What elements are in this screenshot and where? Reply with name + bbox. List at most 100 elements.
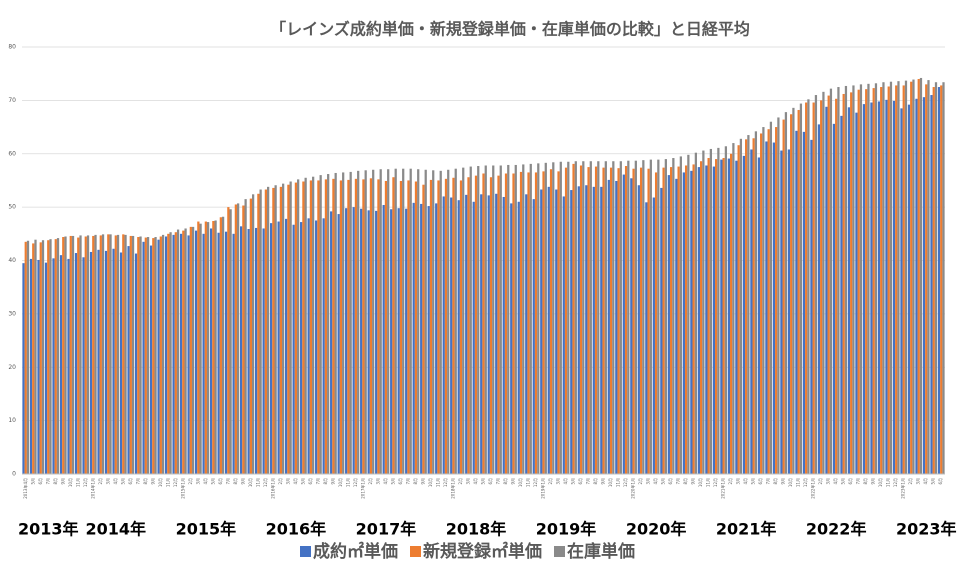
bar xyxy=(327,174,330,474)
bar xyxy=(499,165,502,474)
bar xyxy=(782,119,785,474)
bar xyxy=(357,170,360,474)
bar xyxy=(682,172,685,474)
x-tick-label: 6月 xyxy=(578,478,583,485)
x-tick-label: 6月 xyxy=(758,478,763,485)
x-tick-label: 7月 xyxy=(766,478,771,485)
x-tick-label: 9月 xyxy=(511,478,516,485)
bar xyxy=(687,154,690,474)
x-tick-label: 5月 xyxy=(841,478,846,485)
bar xyxy=(647,168,650,474)
bar xyxy=(169,232,172,474)
bar xyxy=(330,211,333,474)
bar xyxy=(852,85,855,475)
bar xyxy=(697,167,700,474)
year-label: 2015年 xyxy=(176,520,237,539)
bar xyxy=(354,178,358,474)
bar xyxy=(172,234,175,474)
bar xyxy=(514,164,517,475)
bar xyxy=(705,165,708,474)
bar xyxy=(915,98,918,475)
legend-swatch xyxy=(410,546,421,557)
bar xyxy=(537,163,540,475)
bar xyxy=(799,103,803,474)
x-tick-label: 11月 xyxy=(255,478,260,487)
bar xyxy=(139,236,142,474)
bar xyxy=(292,224,295,474)
year-label: 2022年 xyxy=(806,520,867,539)
bar xyxy=(495,193,498,474)
bar xyxy=(312,176,315,475)
legend-swatch xyxy=(554,546,565,557)
bar xyxy=(342,172,345,474)
x-tick-label: 8月 xyxy=(683,478,688,485)
bar xyxy=(32,243,35,474)
x-tick-label: 11月 xyxy=(706,478,711,487)
bar xyxy=(187,235,190,474)
bar xyxy=(850,92,853,475)
bar xyxy=(67,258,70,474)
x-tick-label: 7月 xyxy=(856,478,861,485)
bar xyxy=(437,180,440,474)
bar xyxy=(247,229,250,474)
bar xyxy=(62,237,65,474)
x-tick-label: 7月 xyxy=(45,478,50,485)
bar xyxy=(487,195,490,474)
bar xyxy=(747,135,750,474)
bar xyxy=(549,169,553,474)
bar xyxy=(59,255,63,474)
bar xyxy=(319,175,322,474)
bar xyxy=(567,161,570,474)
bar xyxy=(352,207,355,474)
bar xyxy=(34,239,37,474)
x-tick-label: 9月 xyxy=(691,478,696,485)
bar xyxy=(131,235,135,474)
bar xyxy=(802,131,806,474)
bar xyxy=(259,189,262,475)
y-tick-label: 70 xyxy=(8,97,16,104)
y-tick-label: 60 xyxy=(8,150,16,157)
x-tick-label: 3月 xyxy=(105,478,110,485)
bar xyxy=(417,169,420,474)
x-tick-label: 9月 xyxy=(330,478,335,485)
x-tick-label: 3月 xyxy=(646,478,651,485)
x-tick-label: 2月 xyxy=(728,478,733,485)
x-tick-label: 8月 xyxy=(323,478,328,485)
x-tick-label: 9月 xyxy=(420,478,425,485)
bar xyxy=(637,185,640,474)
bar xyxy=(274,185,277,474)
x-tick-label: 2月 xyxy=(368,478,373,485)
bar xyxy=(285,218,288,474)
bar xyxy=(895,85,898,475)
legend-label: 成約㎡単価 xyxy=(313,541,398,562)
bar xyxy=(307,218,310,474)
bar xyxy=(309,180,313,474)
x-tick-label: 9月 xyxy=(871,478,876,485)
bar xyxy=(142,241,145,474)
bar xyxy=(940,85,943,475)
bar xyxy=(249,198,252,474)
bar xyxy=(517,201,520,474)
x-tick-label: 2月 xyxy=(818,478,823,485)
bar xyxy=(615,180,618,474)
bar xyxy=(844,85,848,475)
bar xyxy=(522,164,525,475)
bar xyxy=(89,251,93,474)
bar xyxy=(472,201,475,474)
bar xyxy=(612,161,615,474)
x-tick-label: 10月 xyxy=(698,478,703,487)
bar xyxy=(877,101,881,474)
x-tick-label: 11月 xyxy=(796,478,801,487)
bar xyxy=(184,228,187,474)
bar xyxy=(399,180,403,474)
bar xyxy=(432,170,435,474)
bar xyxy=(109,234,112,474)
bar xyxy=(752,138,755,475)
x-tick-label: 4月 xyxy=(383,478,388,485)
x-tick-label: 12月 xyxy=(533,478,538,487)
bar xyxy=(702,150,705,475)
bar xyxy=(732,143,735,474)
bar xyxy=(577,186,580,474)
bar xyxy=(337,214,340,474)
x-tick-label: 6月 xyxy=(848,478,853,485)
